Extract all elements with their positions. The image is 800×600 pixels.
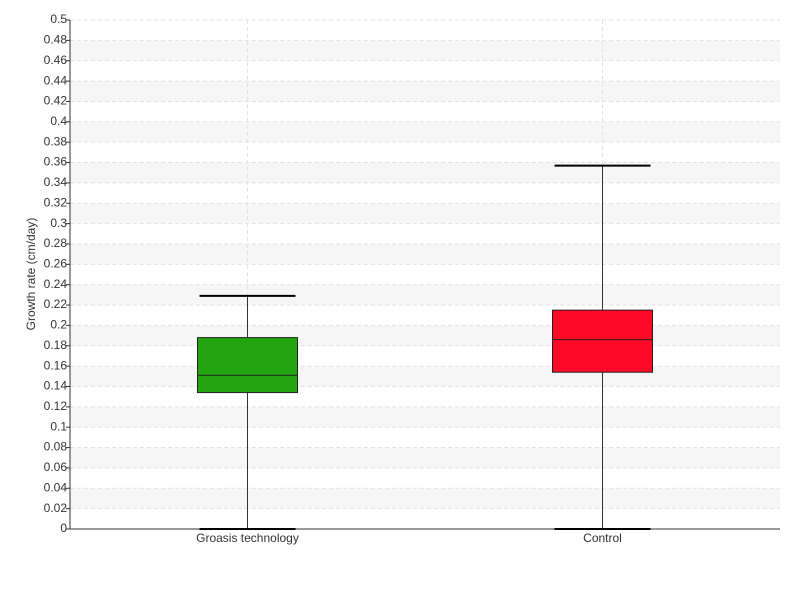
- y-tick-label: 0.36: [44, 155, 68, 169]
- y-tick-label: 0.32: [44, 195, 68, 209]
- y-tick-label: 0.22: [44, 297, 68, 311]
- grid-band: [70, 325, 780, 346]
- grid-band: [70, 284, 780, 306]
- y-tick-label: 0.46: [44, 53, 68, 67]
- y-tick-label: 0.1: [50, 419, 67, 433]
- grid-band: [70, 406, 780, 428]
- y-tick-label: 0.12: [44, 399, 68, 413]
- y-tick-label: 0.24: [44, 277, 68, 291]
- grid-band: [70, 366, 780, 387]
- grid-band: [70, 243, 780, 265]
- x-tick-label: Groasis technology: [196, 531, 299, 545]
- grid-band: [70, 81, 780, 102]
- y-tick-label: 0.5: [50, 12, 67, 26]
- y-tick-label: 0.14: [44, 379, 68, 393]
- y-tick-label: 0.04: [44, 480, 68, 494]
- y-tick-label: 0.26: [44, 256, 68, 270]
- y-tick-label: 0.48: [44, 33, 68, 47]
- grid-band: [70, 488, 780, 509]
- box: [552, 309, 653, 373]
- y-tick-label: 0.18: [44, 338, 68, 352]
- box: [197, 337, 298, 394]
- x-tick-label: Control: [583, 531, 622, 545]
- y-tick-label: 0.34: [44, 175, 68, 189]
- y-tick-label: 0.38: [44, 134, 68, 148]
- grid-band: [70, 203, 780, 224]
- grid-band: [70, 121, 780, 143]
- y-tick-label: 0: [60, 521, 67, 535]
- grid-band: [70, 162, 780, 183]
- y-tick-label: 0.02: [44, 501, 68, 515]
- y-tick-label: 0.4: [50, 114, 67, 128]
- y-tick-label: 0.16: [44, 358, 68, 372]
- y-tick-label: 0.06: [44, 460, 68, 474]
- y-axis-label: Growth rate (cm/day): [24, 218, 38, 331]
- grid-band: [70, 40, 780, 61]
- y-tick-label: 0.2: [50, 318, 67, 332]
- y-tick-label: 0.3: [50, 216, 67, 230]
- y-tick-label: 0.44: [44, 73, 68, 87]
- y-tick-label: 0.08: [44, 440, 68, 454]
- y-tick-label: 0.42: [44, 94, 68, 108]
- grid-band: [70, 447, 780, 468]
- y-tick-label: 0.28: [44, 236, 68, 250]
